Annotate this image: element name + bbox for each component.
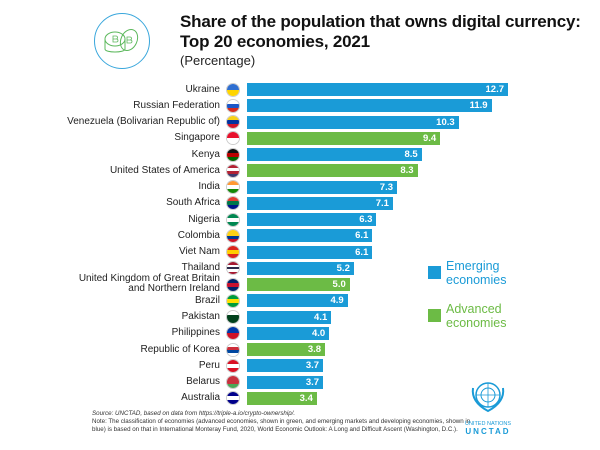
- data-label: 12.7: [485, 84, 505, 95]
- data-label: 5.0: [332, 279, 346, 290]
- bar: 4.0: [247, 326, 330, 340]
- country-flag-icon: [226, 261, 240, 276]
- country-flag-icon: [226, 196, 240, 211]
- category-label: Belarus: [186, 376, 220, 387]
- country-flag-icon: [226, 131, 240, 146]
- country-flag-icon: [226, 310, 240, 324]
- category-label: Republic of Korea: [140, 343, 221, 355]
- bar: 12.7: [247, 83, 508, 96]
- data-label: 9.4: [422, 132, 437, 144]
- country-flag-icon: [226, 375, 240, 389]
- category-label: Viet Nam: [179, 246, 220, 257]
- category-label: United States of America: [109, 164, 220, 176]
- category-label: Venezuela (Bolivarian Republic of): [67, 116, 220, 127]
- un-emblem-icon: [471, 382, 505, 413]
- data-label: 3.7: [305, 360, 320, 372]
- category-label: Philippines: [171, 327, 220, 339]
- bar: 4.1: [247, 310, 332, 324]
- bar: 7.3: [247, 180, 398, 194]
- bar: 7.1: [247, 196, 393, 210]
- category-label: South Africa: [166, 197, 220, 209]
- data-label: 6.1: [355, 230, 369, 242]
- data-label: 11.9: [469, 100, 488, 112]
- country-flag-icon: [226, 147, 240, 162]
- bar: 9.4: [247, 131, 441, 145]
- category-label: Russian Federation: [133, 99, 220, 111]
- bar: 3.7: [247, 359, 324, 373]
- legend-label-emerging: Emerging economies: [446, 259, 507, 287]
- data-label: 3.7: [305, 376, 320, 388]
- country-flag-icon: [226, 326, 240, 341]
- data-label: 6.1: [355, 246, 369, 258]
- country-flag-icon: [226, 98, 240, 113]
- bar: 6.1: [247, 229, 373, 243]
- country-flag-icon: [226, 180, 240, 194]
- category-label: Nigeria: [188, 213, 220, 225]
- bar: 4.9: [247, 294, 348, 308]
- bar: 8.5: [247, 148, 422, 161]
- source-note: Source: UNCTAD, based on data from https…: [92, 410, 296, 417]
- data-label: 3.4: [299, 392, 313, 404]
- category-label: Thailand: [181, 262, 220, 274]
- country-flag-icon: [226, 277, 240, 292]
- data-label: 7.1: [375, 197, 389, 209]
- category-label: Australia: [181, 392, 220, 404]
- chart-header: Share of the population that owns digita…: [180, 12, 595, 68]
- country-flag-icon: [226, 163, 240, 178]
- country-flag-icon: [226, 245, 240, 259]
- data-label: 4.1: [314, 311, 328, 323]
- legend-label-advanced: Advanced economies: [446, 302, 507, 330]
- bitcoin-coins-icon: [94, 13, 150, 69]
- bar: 8.3: [247, 164, 418, 178]
- data-label: 10.3: [436, 116, 455, 128]
- bar: 6.3: [247, 213, 377, 226]
- category-label: Pakistan: [181, 311, 220, 322]
- country-flag-icon: [226, 358, 240, 373]
- data-label: 5.2: [336, 262, 350, 274]
- data-label: 8.5: [404, 149, 418, 160]
- category-label: Ukraine: [185, 83, 220, 95]
- data-label: 8.3: [400, 165, 414, 177]
- un-text: UNITED NATIONS: [464, 421, 512, 427]
- country-flag-icon: [226, 115, 240, 129]
- unctad-logo: UNITED NATIONS UNCTAD: [462, 378, 514, 436]
- category-label: India: [198, 181, 220, 192]
- bar: 3.4: [247, 391, 317, 405]
- data-label: 4.0: [311, 327, 326, 339]
- country-flag-icon: [226, 342, 240, 357]
- country-flag-icon: [226, 293, 240, 308]
- category-label: Brazil: [194, 294, 220, 306]
- bar: 5.0: [247, 278, 350, 291]
- category-label: Peru: [198, 359, 220, 371]
- category-label: United Kingdom of Great Britain and Nort…: [78, 272, 220, 294]
- classification-note: Note: The classification of economies (a…: [92, 418, 471, 433]
- data-label: 6.3: [359, 214, 373, 225]
- bar: 3.7: [247, 375, 324, 389]
- data-label: 4.9: [330, 295, 344, 307]
- bar: 10.3: [247, 115, 459, 129]
- category-label: Singapore: [174, 132, 220, 144]
- country-flag-icon: [226, 228, 240, 243]
- bar: 5.2: [247, 261, 354, 275]
- legend-swatch-emerging: [428, 266, 441, 279]
- category-label: Kenya: [191, 148, 220, 160]
- legend-swatch-advanced: [428, 309, 441, 322]
- category-label: Colombia: [177, 229, 220, 241]
- chart-notes: Source: UNCTAD, based on data from https…: [92, 410, 472, 434]
- bar: 3.8: [247, 343, 326, 356]
- data-label: 3.8: [307, 344, 322, 355]
- chart-title: Share of the population that owns digita…: [180, 12, 581, 51]
- bar: 6.1: [247, 245, 373, 259]
- chart-subtitle: (Percentage): [180, 53, 256, 68]
- country-flag-icon: [226, 212, 240, 227]
- bar: 11.9: [247, 99, 492, 113]
- data-label: 7.3: [379, 181, 394, 193]
- unctad-text: UNCTAD: [465, 427, 511, 436]
- country-flag-icon: [226, 391, 240, 406]
- country-flag-icon: [226, 82, 240, 97]
